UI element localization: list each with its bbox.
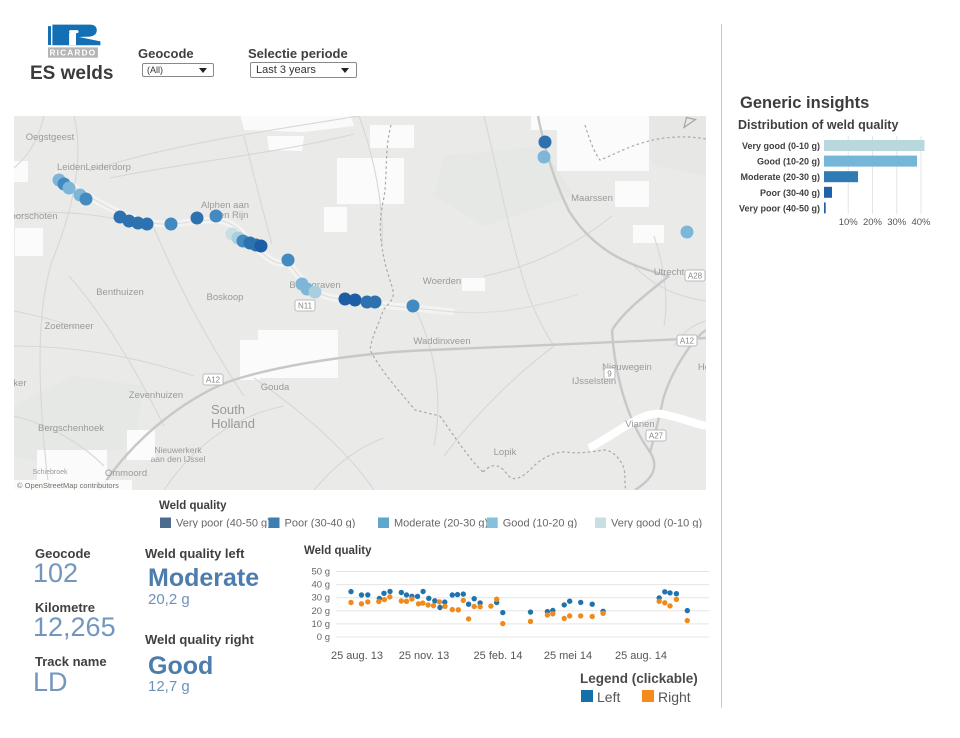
svg-text:A28: A28	[688, 272, 703, 281]
svg-text:Holland: Holland	[211, 416, 255, 431]
svg-text:oorschoten: oorschoten	[14, 211, 58, 222]
svg-text:Nieuwerkerk: Nieuwerkerk	[154, 445, 202, 455]
svg-text:Good (10-20 g): Good (10-20 g)	[503, 518, 578, 529]
svg-text:Very poor (40-50 g): Very poor (40-50 g)	[739, 203, 820, 213]
svg-text:Bergschenhoek: Bergschenhoek	[38, 423, 104, 434]
svg-text:Zoetermeer: Zoetermeer	[44, 321, 93, 332]
svg-text:10 g: 10 g	[312, 619, 331, 630]
svg-text:20 g: 20 g	[312, 606, 331, 617]
svg-text:© OpenStreetMap contributors: © OpenStreetMap contributors	[17, 481, 119, 490]
svg-text:Schiebroek: Schiebroek	[32, 469, 68, 476]
svg-text:South: South	[211, 402, 245, 417]
svg-text:N11: N11	[298, 302, 313, 311]
svg-text:RICARDO: RICARDO	[50, 48, 97, 58]
svg-text:10%: 10%	[839, 217, 859, 228]
svg-text:Benthuizen: Benthuizen	[96, 287, 144, 298]
svg-text:Utrecht: Utrecht	[654, 267, 685, 278]
svg-text:Moderate (20-30 g): Moderate (20-30 g)	[740, 172, 820, 182]
svg-text:0 g: 0 g	[317, 632, 330, 643]
svg-text:30 g: 30 g	[312, 593, 331, 604]
svg-text:Vianen: Vianen	[625, 419, 654, 430]
svg-text:20%: 20%	[863, 217, 883, 228]
svg-text:IJsselstein: IJsselstein	[572, 376, 616, 387]
svg-text:A12: A12	[680, 337, 695, 346]
svg-text:aan den IJssel: aan den IJssel	[151, 454, 206, 464]
svg-text:Nieuwegein: Nieuwegein	[602, 362, 652, 373]
svg-text:den Rijn: den Rijn	[214, 210, 249, 221]
svg-text:40 g: 40 g	[312, 580, 331, 591]
svg-text:Woerden: Woerden	[423, 276, 461, 287]
svg-text:Ommoord: Ommoord	[105, 468, 147, 479]
svg-text:50 g: 50 g	[312, 567, 331, 578]
svg-text:Oegstgeest: Oegstgeest	[26, 132, 75, 143]
svg-text:A12: A12	[206, 376, 221, 385]
svg-text:ker: ker	[14, 378, 27, 389]
svg-text:9: 9	[607, 370, 612, 379]
svg-text:A27: A27	[649, 432, 664, 441]
svg-text:LeidenLeiderdorp: LeidenLeiderdorp	[57, 162, 131, 173]
svg-text:30%: 30%	[887, 217, 907, 228]
svg-text:Poor (30-40 g): Poor (30-40 g)	[285, 518, 356, 529]
svg-text:Boskoop: Boskoop	[207, 292, 244, 303]
svg-text:Lopik: Lopik	[494, 447, 517, 458]
svg-text:Maarssen: Maarssen	[571, 193, 613, 204]
svg-text:Gouda: Gouda	[261, 382, 290, 393]
svg-text:Very poor (40-50 g): Very poor (40-50 g)	[176, 518, 271, 529]
svg-text:Waddinxveen: Waddinxveen	[413, 336, 470, 347]
svg-text:Very good (0-10 g): Very good (0-10 g)	[611, 518, 702, 529]
svg-text:Poor (30-40 g): Poor (30-40 g)	[760, 188, 820, 198]
svg-text:Alphen aan: Alphen aan	[201, 200, 249, 211]
svg-text:40%: 40%	[911, 217, 931, 228]
svg-text:Good (10-20 g): Good (10-20 g)	[757, 157, 820, 167]
svg-text:Very good (0-10 g): Very good (0-10 g)	[742, 141, 820, 151]
svg-text:Ho: Ho	[698, 362, 706, 373]
svg-text:Moderate (20-30 g): Moderate (20-30 g)	[394, 518, 488, 529]
svg-text:Zevenhuizen: Zevenhuizen	[129, 390, 183, 401]
